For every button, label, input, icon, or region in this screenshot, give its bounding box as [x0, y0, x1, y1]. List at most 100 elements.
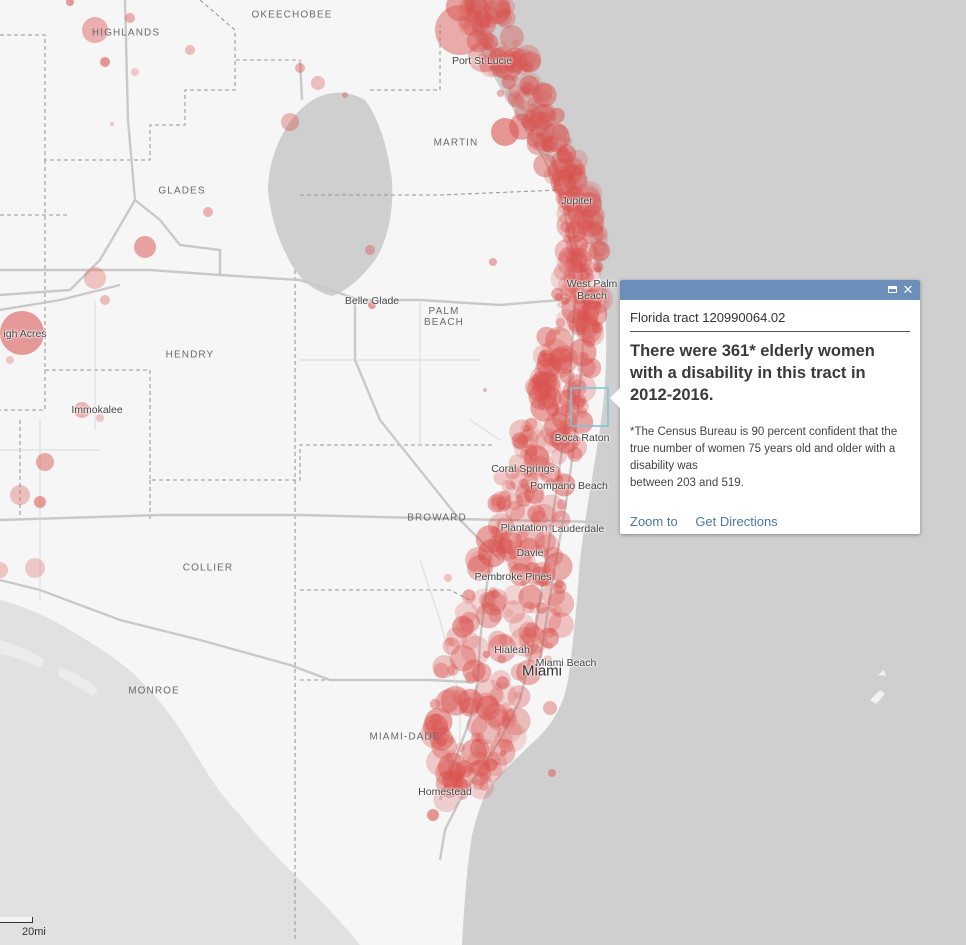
tract-circle[interactable]	[542, 655, 553, 665]
tract-circle[interactable]	[461, 635, 491, 666]
tract-circle[interactable]	[499, 702, 513, 715]
tract-circle[interactable]	[499, 749, 507, 757]
tract-circle[interactable]	[431, 733, 457, 760]
tract-circle[interactable]	[555, 432, 578, 454]
tract-circle[interactable]	[552, 605, 563, 616]
tract-circle[interactable]	[483, 388, 487, 392]
tract-circle[interactable]	[553, 263, 572, 281]
tract-circle[interactable]	[550, 124, 568, 141]
tract-circle[interactable]	[526, 126, 552, 151]
tract-circle[interactable]	[509, 503, 540, 534]
tract-circle[interactable]	[295, 63, 305, 73]
tract-circle[interactable]	[507, 713, 517, 724]
tract-circle[interactable]	[476, 53, 489, 67]
tract-circle[interactable]	[452, 689, 468, 705]
tract-circle[interactable]	[563, 207, 573, 217]
tract-circle[interactable]	[490, 491, 512, 513]
tract-circle[interactable]	[541, 583, 566, 607]
tract-circle[interactable]	[6, 356, 14, 364]
tract-circle[interactable]	[518, 428, 539, 449]
tract-circle[interactable]	[557, 301, 564, 309]
tract-circle[interactable]	[461, 589, 476, 604]
tract-circle[interactable]	[530, 510, 548, 528]
tract-circle[interactable]	[560, 221, 572, 233]
tract-circle[interactable]	[498, 490, 512, 504]
tract-circle[interactable]	[435, 689, 459, 714]
tract-circle[interactable]	[545, 523, 553, 531]
tract-circle[interactable]	[545, 477, 555, 487]
tract-circle[interactable]	[453, 776, 469, 793]
tract-circle[interactable]	[462, 589, 476, 602]
tract-circle[interactable]	[507, 560, 519, 573]
tract-circle[interactable]	[504, 88, 520, 104]
tract-circle[interactable]	[511, 432, 528, 449]
tract-circle[interactable]	[131, 68, 139, 76]
tract-circle[interactable]	[559, 348, 575, 363]
tract-circle[interactable]	[554, 239, 579, 264]
tract-circle[interactable]	[556, 148, 572, 163]
tract-circle[interactable]	[592, 225, 608, 242]
tract-circle[interactable]	[494, 730, 513, 749]
tract-circle[interactable]	[516, 492, 531, 507]
tract-circle[interactable]	[501, 74, 517, 90]
tract-circle[interactable]	[556, 499, 568, 510]
tract-circle[interactable]	[504, 608, 514, 618]
tract-circle[interactable]	[482, 751, 501, 770]
tract-circle[interactable]	[490, 590, 500, 599]
tract-circle[interactable]	[520, 100, 529, 109]
tract-circle[interactable]	[554, 328, 561, 335]
tract-circle[interactable]	[513, 435, 529, 451]
tract-circle[interactable]	[531, 103, 550, 123]
tract-circle[interactable]	[578, 242, 598, 262]
tract-circle[interactable]	[468, 773, 495, 800]
tract-circle[interactable]	[553, 580, 567, 594]
tract-circle[interactable]	[520, 579, 527, 587]
tract-circle[interactable]	[570, 396, 585, 411]
tract-circle[interactable]	[549, 107, 565, 124]
tract-circle[interactable]	[433, 786, 459, 813]
tract-circle[interactable]	[536, 132, 543, 139]
tract-circle[interactable]	[479, 55, 502, 78]
tract-circle[interactable]	[528, 602, 540, 614]
tract-circle[interactable]	[571, 207, 594, 230]
tract-circle[interactable]	[471, 758, 490, 777]
tract-circle[interactable]	[66, 0, 74, 6]
tract-circle[interactable]	[535, 534, 560, 559]
tract-circle[interactable]	[502, 47, 528, 73]
tract-circle[interactable]	[521, 632, 533, 644]
tract-circle[interactable]	[466, 0, 490, 20]
tract-circle[interactable]	[478, 759, 502, 783]
tract-circle[interactable]	[536, 326, 557, 347]
tract-circle[interactable]	[577, 407, 588, 419]
tract-circle[interactable]	[499, 738, 514, 754]
tract-circle[interactable]	[530, 104, 556, 130]
tract-circle[interactable]	[563, 264, 590, 290]
tract-circle[interactable]	[431, 724, 438, 731]
tract-circle[interactable]	[467, 550, 494, 577]
tract-circle[interactable]	[500, 715, 512, 726]
tract-circle[interactable]	[525, 417, 538, 430]
tract-circle[interactable]	[576, 209, 585, 218]
tract-circle[interactable]	[502, 707, 531, 736]
tract-circle[interactable]	[455, 742, 465, 753]
tract-circle[interactable]	[526, 132, 550, 155]
tract-circle[interactable]	[554, 579, 564, 589]
tract-circle[interactable]	[543, 546, 564, 567]
tract-circle[interactable]	[567, 283, 578, 295]
tract-circle[interactable]	[507, 685, 531, 708]
tract-circle[interactable]	[547, 134, 555, 141]
tract-circle[interactable]	[594, 266, 602, 273]
tract-circle[interactable]	[575, 314, 600, 339]
tract-circle[interactable]	[566, 169, 575, 178]
tract-circle[interactable]	[484, 758, 498, 772]
tract-circle[interactable]	[569, 410, 594, 434]
tract-circle[interactable]	[536, 602, 548, 614]
tract-circle[interactable]	[523, 622, 540, 638]
tract-circle[interactable]	[100, 295, 110, 305]
tract-circle[interactable]	[502, 708, 516, 722]
tract-circle[interactable]	[521, 118, 531, 129]
tract-circle[interactable]	[311, 76, 325, 90]
tract-circle[interactable]	[534, 530, 556, 553]
tract-circle[interactable]	[568, 338, 597, 367]
tract-circle[interactable]	[483, 702, 509, 728]
